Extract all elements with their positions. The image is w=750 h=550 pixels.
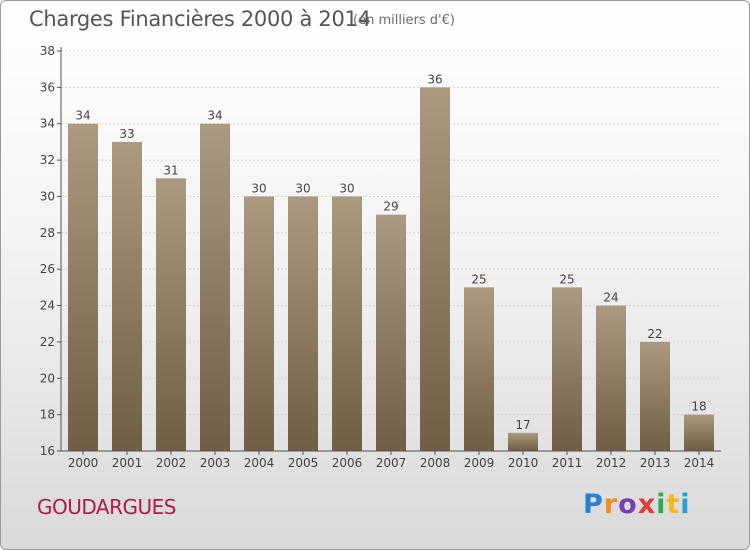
bar (684, 414, 714, 451)
y-tick-label: 16 (40, 444, 55, 458)
x-tick-label: 2012 (596, 456, 627, 470)
logo-letter: x (637, 489, 657, 520)
x-tick-label: 2009 (464, 456, 495, 470)
bar (68, 123, 98, 452)
bar (464, 287, 494, 451)
data-label: 34 (207, 109, 222, 123)
logo-letter: o (618, 489, 638, 520)
data-label: 31 (163, 163, 178, 177)
x-tick-label: 2006 (332, 456, 363, 470)
bar (596, 305, 626, 451)
x-tick-label: 2014 (684, 456, 715, 470)
data-label: 17 (515, 418, 530, 432)
x-tick-label: 2011 (552, 456, 583, 470)
y-tick-label: 30 (40, 189, 55, 203)
y-tick-label: 34 (40, 117, 55, 131)
y-tick-label: 18 (40, 408, 55, 422)
y-tick-label: 26 (40, 262, 55, 276)
x-tick-label: 2010 (508, 456, 539, 470)
x-tick-label: 2002 (156, 456, 187, 470)
y-tick-label: 28 (40, 226, 55, 240)
data-label: 18 (691, 400, 706, 414)
x-tick-label: 2000 (68, 456, 99, 470)
data-label: 24 (603, 291, 618, 305)
x-tick-label: 2013 (640, 456, 671, 470)
data-label: 34 (75, 109, 90, 123)
data-label: 36 (427, 72, 442, 86)
y-tick-label: 36 (40, 80, 55, 94)
chart-title: Charges Financières 2000 à 2014 (29, 7, 371, 31)
x-tick-label: 2001 (112, 456, 143, 470)
x-tick-label: 2007 (376, 456, 407, 470)
data-label: 25 (471, 272, 486, 286)
data-label: 30 (251, 181, 266, 195)
x-tick-label: 2005 (288, 456, 319, 470)
y-tick-label: 32 (40, 153, 55, 167)
bar (552, 287, 582, 451)
logo-letter: P (583, 489, 604, 520)
data-label: 29 (383, 200, 398, 214)
bar (508, 432, 538, 451)
y-tick-label: 38 (40, 44, 55, 58)
proxiti-logo[interactable]: Proxiti (583, 489, 691, 520)
x-tick-label: 2004 (244, 456, 275, 470)
logo-letter: t (666, 489, 681, 520)
chart-subtitle: (en milliers d'€) (353, 13, 455, 28)
bar (332, 196, 362, 451)
bar (244, 196, 274, 451)
bar (200, 123, 230, 452)
y-tick-label: 20 (40, 371, 55, 385)
logo-letter: r (603, 489, 619, 520)
bar (156, 178, 186, 452)
x-tick-label: 2003 (200, 456, 231, 470)
commune-name: GOUDARGUES (37, 495, 176, 519)
bar (420, 87, 450, 451)
data-label: 30 (295, 181, 310, 195)
logo-letter: i (680, 489, 691, 520)
bar (640, 341, 670, 451)
bar (376, 214, 406, 451)
y-tick-label: 24 (40, 299, 55, 313)
logo-letter: i (656, 489, 667, 520)
x-tick-label: 2008 (420, 456, 451, 470)
data-label: 22 (647, 327, 662, 341)
data-label: 33 (119, 127, 134, 141)
y-tick-label: 22 (40, 335, 55, 349)
data-label: 30 (339, 181, 354, 195)
data-label: 25 (559, 272, 574, 286)
bar (112, 141, 142, 451)
bar (288, 196, 318, 451)
